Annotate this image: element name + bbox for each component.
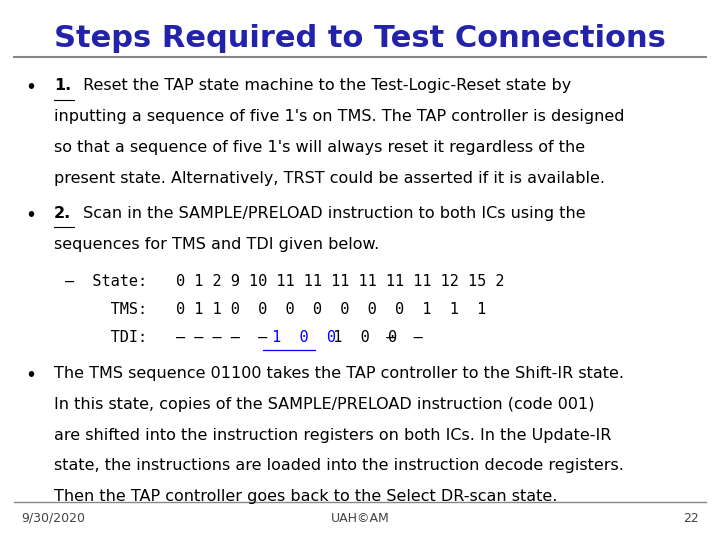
Text: –  –: – – [368, 330, 423, 345]
Text: The TMS sequence 01100 takes the TAP controller to the Shift-IR state.: The TMS sequence 01100 takes the TAP con… [54, 366, 624, 381]
Text: state, the instructions are loaded into the instruction decode registers.: state, the instructions are loaded into … [54, 458, 624, 474]
Text: present state. Alternatively, TRST could be asserted if it is available.: present state. Alternatively, TRST could… [54, 171, 605, 186]
Text: TMS:: TMS: [65, 302, 147, 317]
Text: In this state, copies of the SAMPLE/PRELOAD instruction (code 001): In this state, copies of the SAMPLE/PREL… [54, 397, 595, 412]
Text: •: • [25, 78, 36, 97]
Text: 1.: 1. [54, 78, 71, 93]
Text: •: • [25, 366, 36, 385]
Text: sequences for TMS and TDI given below.: sequences for TMS and TDI given below. [54, 237, 379, 252]
Text: 22: 22 [683, 512, 698, 525]
Text: TDI:: TDI: [65, 330, 147, 345]
Text: 9/30/2020: 9/30/2020 [22, 512, 86, 525]
Text: inputting a sequence of five 1's on TMS. The TAP controller is designed: inputting a sequence of five 1's on TMS.… [54, 109, 624, 124]
Text: 0 1 2 9 10 11 11 11 11 11 11 12 15 2: 0 1 2 9 10 11 11 11 11 11 11 12 15 2 [176, 274, 505, 289]
Text: so that a sequence of five 1's will always reset it regardless of the: so that a sequence of five 1's will alwa… [54, 140, 585, 155]
Text: 1  0  0: 1 0 0 [315, 330, 397, 345]
Text: Then the TAP controller goes back to the Select DR-scan state.: Then the TAP controller goes back to the… [54, 489, 557, 504]
Text: Scan in the SAMPLE/PRELOAD instruction to both ICs using the: Scan in the SAMPLE/PRELOAD instruction t… [78, 206, 585, 221]
Text: •: • [25, 206, 36, 225]
Text: 0 1 1 0  0  0  0  0  0  0  1  1  1: 0 1 1 0 0 0 0 0 0 0 1 1 1 [176, 302, 487, 317]
Text: 1  0  0: 1 0 0 [263, 330, 336, 345]
Text: 2.: 2. [54, 206, 71, 221]
Text: Reset the TAP state machine to the Test-Logic-Reset state by: Reset the TAP state machine to the Test-… [78, 78, 571, 93]
Text: – – – –  –: – – – – – [176, 330, 268, 345]
Text: –  State:: – State: [65, 274, 147, 289]
Text: UAH©AM: UAH©AM [330, 512, 390, 525]
Text: Steps Required to Test Connections: Steps Required to Test Connections [54, 24, 666, 53]
Text: are shifted into the instruction registers on both ICs. In the Update-IR: are shifted into the instruction registe… [54, 428, 611, 443]
